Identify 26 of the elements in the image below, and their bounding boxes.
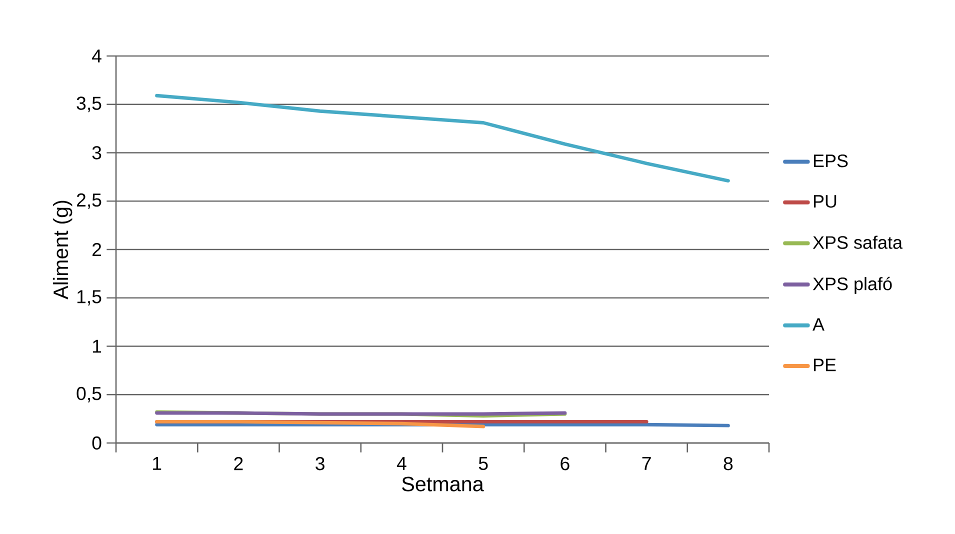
x-tick-label: 1 — [153, 457, 162, 470]
x-tick-label: 5 — [478, 457, 488, 470]
y-axis-title: Aliment (g) — [52, 200, 72, 300]
legend-label: PE — [814, 358, 836, 372]
x-tick-label: 4 — [396, 457, 406, 470]
x-tick-label: 2 — [234, 457, 243, 470]
legend-label: PU — [814, 195, 836, 208]
x-tick-label: 7 — [642, 457, 651, 470]
y-tick-label: 1,5 — [77, 290, 102, 306]
y-tick-label: 1 — [93, 340, 102, 353]
line-series — [155, 94, 730, 183]
y-tick-label: 3 — [92, 146, 102, 160]
y-tick-label: 4 — [92, 50, 102, 62]
legend-label: XPS safata — [812, 236, 903, 249]
x-axis-title: Setmana — [402, 476, 484, 492]
y-tick-label: 0,5 — [76, 386, 102, 402]
y-tick-label: 0 — [92, 436, 102, 450]
legend-label: EPS — [814, 154, 848, 168]
x-tick-label: 6 — [560, 457, 570, 470]
y-tick-label: 3,5 — [76, 96, 102, 112]
x-tick-label: 8 — [724, 457, 733, 470]
legend-label: A — [812, 318, 824, 331]
x-tick-label: 3 — [316, 457, 324, 470]
y-tick-label: 2,5 — [76, 193, 102, 209]
y-tick-label: 2 — [92, 242, 102, 256]
legend-label: XPS plafó — [812, 276, 892, 294]
